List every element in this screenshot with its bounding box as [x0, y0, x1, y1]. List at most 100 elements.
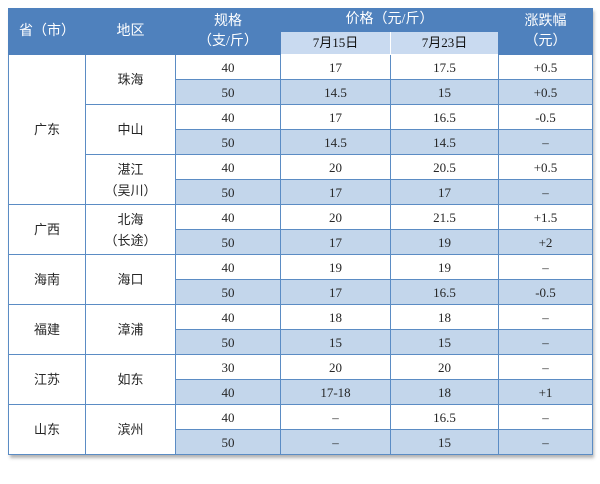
change-cell: +2 [498, 229, 594, 255]
region-cell: 北海 （长途） [85, 204, 176, 255]
table-row: 山东 滨州 40 – 16.5 – [8, 404, 594, 455]
price-jul23-cell: 20.5 [389, 154, 500, 180]
price-table-wrapper: 省（市） 地区 规格 （支/斤） 价格（元/斤） 涨跌幅 （元） 7月15日 7… [8, 8, 594, 455]
table-row: 海南 海口 40 19 19 – [8, 254, 594, 305]
change-cell: – [498, 254, 594, 280]
table-row: 50 14.5 15 +0.5 [9, 79, 594, 105]
price-jul15-cell: 17-18 [280, 379, 391, 405]
price-jul15-cell: 18 [280, 304, 391, 330]
table-row: 福建 漳浦 40 18 18 – [8, 304, 594, 355]
header-date-jul15: 7月15日 [280, 31, 391, 55]
table-row: 50 14.5 14.5 – [9, 129, 594, 155]
spec-cell: 40 [175, 204, 281, 230]
price-jul23-cell: 15 [389, 429, 500, 455]
price-jul15-cell: 14.5 [280, 79, 391, 105]
province-cell: 广西 [8, 204, 86, 255]
change-cell: +0.5 [498, 154, 594, 180]
province-cell: 广东 [8, 54, 86, 205]
table-row: 40 17-18 18 +1 [9, 379, 594, 405]
price-table: 省（市） 地区 规格 （支/斤） 价格（元/斤） 涨跌幅 （元） 7月15日 7… [8, 8, 594, 455]
spec-cell: 40 [175, 54, 281, 80]
change-cell: -0.5 [498, 279, 594, 305]
region-cell: 湛江 （吴川） [85, 154, 176, 205]
table-row: 50 17 16.5 -0.5 [9, 279, 594, 305]
province-cell: 江苏 [8, 354, 86, 405]
price-jul23-cell: 21.5 [389, 204, 500, 230]
price-jul15-cell: 14.5 [280, 129, 391, 155]
spec-cell: 50 [175, 79, 281, 105]
province-cell: 海南 [8, 254, 86, 305]
price-jul23-cell: 19 [389, 229, 500, 255]
price-jul23-cell: 14.5 [389, 129, 500, 155]
price-jul15-cell: 15 [280, 329, 391, 355]
spec-cell: 50 [175, 279, 281, 305]
change-cell: – [498, 179, 594, 205]
price-jul15-cell: – [280, 429, 391, 455]
spec-cell: 50 [175, 329, 281, 355]
table-body: 广东 珠海 40 17 17.5 +0.5 50 14.5 15 +0.5 中山… [8, 54, 594, 455]
spec-cell: 40 [175, 104, 281, 130]
price-jul23-cell: 18 [389, 379, 500, 405]
change-cell: +1.5 [498, 204, 594, 230]
table-row: 湛江 （吴川） 40 20 20.5 +0.5 [9, 154, 594, 205]
price-jul23-cell: 15 [389, 79, 500, 105]
spec-cell: 40 [175, 254, 281, 280]
table-row: 50 17 19 +2 [9, 229, 594, 255]
price-jul15-cell: 19 [280, 254, 391, 280]
region-cell: 漳浦 [85, 304, 176, 355]
price-jul15-cell: 20 [280, 354, 391, 380]
price-jul23-cell: 16.5 [389, 404, 500, 430]
region-cell: 海口 [85, 254, 176, 305]
change-cell: – [498, 304, 594, 330]
price-jul23-cell: 17.5 [389, 54, 500, 80]
price-jul23-cell: 18 [389, 304, 500, 330]
spec-cell: 50 [175, 129, 281, 155]
price-jul23-cell: 20 [389, 354, 500, 380]
table-row: 50 15 15 – [9, 329, 594, 355]
table-header: 省（市） 地区 规格 （支/斤） 价格（元/斤） 涨跌幅 （元） 7月15日 7… [8, 8, 594, 55]
price-jul15-cell: 17 [280, 54, 391, 80]
price-jul23-cell: 15 [389, 329, 500, 355]
spec-cell: 30 [175, 354, 281, 380]
table-row: 50 – 15 – [9, 429, 594, 455]
region-cell: 珠海 [85, 54, 176, 105]
change-cell: +1 [498, 379, 594, 405]
price-jul15-cell: 17 [280, 279, 391, 305]
change-cell: -0.5 [498, 104, 594, 130]
price-jul15-cell: 20 [280, 204, 391, 230]
table-row: 中山 40 17 16.5 -0.5 [9, 104, 594, 155]
spec-cell: 50 [175, 429, 281, 455]
header-province: 省（市） [8, 8, 86, 55]
price-jul23-cell: 16.5 [389, 104, 500, 130]
price-jul15-cell: 17 [280, 179, 391, 205]
province-cell: 山东 [8, 404, 86, 455]
change-cell: +0.5 [498, 54, 594, 80]
price-jul15-cell: 17 [280, 229, 391, 255]
spec-cell: 40 [175, 404, 281, 430]
table-row: 广西 北海 （长途） 40 20 21.5 +1.5 [8, 204, 594, 255]
region-cell: 中山 [85, 104, 176, 155]
price-jul23-cell: 19 [389, 254, 500, 280]
change-cell: – [498, 354, 594, 380]
province-cell: 福建 [8, 304, 86, 355]
price-jul15-cell: 17 [280, 104, 391, 130]
price-jul15-cell: – [280, 404, 391, 430]
price-jul15-cell: 20 [280, 154, 391, 180]
spec-cell: 40 [175, 154, 281, 180]
change-cell: – [498, 429, 594, 455]
spec-cell: 40 [175, 304, 281, 330]
price-jul23-cell: 17 [389, 179, 500, 205]
change-cell: – [498, 404, 594, 430]
table-row: 江苏 如东 30 20 20 – [8, 354, 594, 405]
header-price: 价格（元/斤） [279, 8, 500, 32]
header-change: 涨跌幅 （元） [498, 8, 594, 55]
region-cell: 滨州 [85, 404, 176, 455]
header-region: 地区 [85, 8, 176, 55]
header-spec: 规格 （支/斤） [175, 8, 281, 55]
price-jul23-cell: 16.5 [389, 279, 500, 305]
spec-cell: 50 [175, 179, 281, 205]
table-row: 广东 珠海 40 17 17.5 +0.5 [8, 54, 594, 205]
change-cell: – [498, 129, 594, 155]
region-cell: 如东 [85, 354, 176, 405]
change-cell: +0.5 [498, 79, 594, 105]
